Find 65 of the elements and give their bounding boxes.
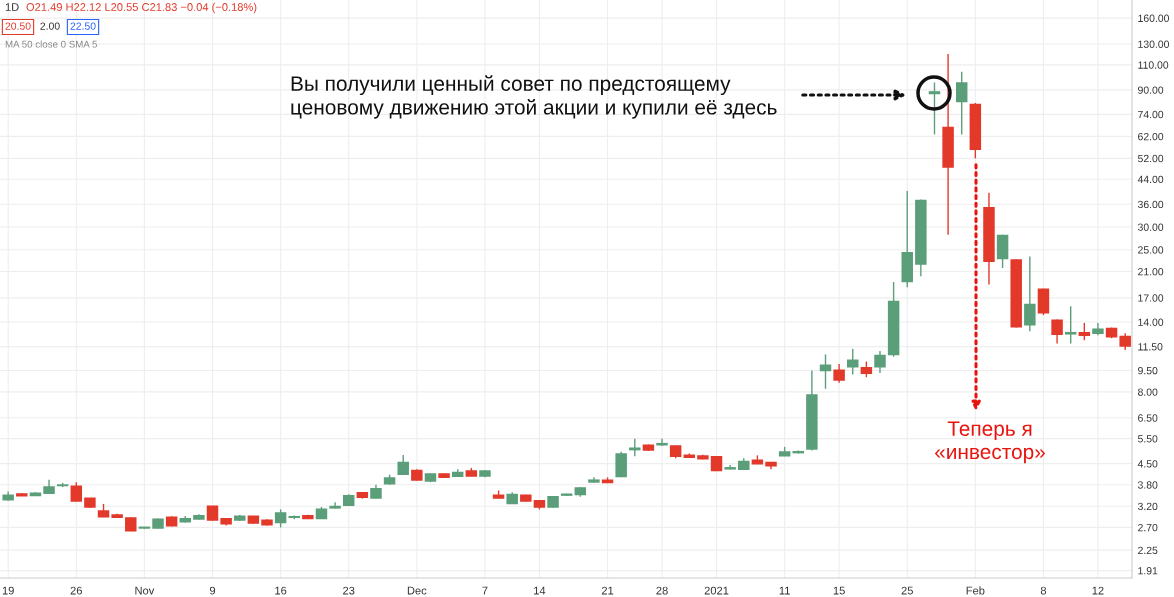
y-tick-label: 6.50 xyxy=(1138,414,1158,422)
y-tick-label: 21.00 xyxy=(1138,267,1164,276)
x-tick-label: 9 xyxy=(209,586,216,595)
y-tick-label: 30.00 xyxy=(1137,223,1164,231)
annotation: Теперь я «инвестор» xyxy=(935,421,1045,464)
y-tick-label: 3.20 xyxy=(1137,502,1158,511)
x-tick-label: 16 xyxy=(275,586,287,595)
y-tick-label: 14.00 xyxy=(1138,318,1164,326)
y-tick-label: 44.00 xyxy=(1137,175,1164,184)
candlestick xyxy=(70,481,83,502)
y-tick-label: 17.00 xyxy=(1138,294,1164,302)
annotation: 1D xyxy=(5,3,19,11)
y-tick-label: 90.00 xyxy=(1138,86,1164,94)
y-tick-label: 25.00 xyxy=(1138,246,1164,254)
x-tick-label: Nov xyxy=(135,586,155,595)
x-tick-label: 15 xyxy=(833,586,845,595)
y-tick-label: 36.00 xyxy=(1137,200,1164,209)
candlestick xyxy=(833,363,845,384)
y-tick-label: 4.50 xyxy=(1137,460,1158,468)
x-tick-label: Feb xyxy=(966,586,985,595)
x-tick-label: 12 xyxy=(1092,586,1104,595)
x-tick-label: 11 xyxy=(779,586,790,595)
y-tick-label: 110.00 xyxy=(1138,61,1169,69)
annotation: MA 50 close 0 SMA 5 xyxy=(5,40,97,48)
annotation: Вы получили ценный совет по предстоящему ценовому движению этой акции и купили её здесь xyxy=(291,75,777,119)
x-tick-label: Dec xyxy=(407,586,427,595)
candlestick xyxy=(955,71,968,136)
y-tick-label: 62.00 xyxy=(1138,132,1164,141)
candlestick xyxy=(996,233,1009,269)
x-tick-label: 21 xyxy=(601,586,614,595)
annotation: 2.00 xyxy=(40,22,60,30)
x-tick-label: 23 xyxy=(343,586,355,595)
y-tick-label: 160.00 xyxy=(1138,14,1170,22)
y-tick-label: 130.00 xyxy=(1138,40,1170,48)
candlestick xyxy=(819,353,832,390)
annotation: O21.49 H22.12 L20.55 C21.83 −0.04 (−0.18%) xyxy=(26,2,257,14)
x-tick-label: 19 xyxy=(2,586,14,595)
x-tick-label: 7 xyxy=(482,586,488,595)
y-tick-label: 3.80 xyxy=(1137,481,1158,489)
x-tick-label: 25 xyxy=(901,586,913,595)
x-tick-label: 2021 xyxy=(704,586,729,595)
y-tick-label: 5.50 xyxy=(1137,435,1158,443)
candlestick xyxy=(1037,287,1050,316)
candlestick xyxy=(1024,255,1036,333)
candlestick xyxy=(397,454,409,476)
y-tick-label: 2.70 xyxy=(1138,523,1158,532)
y-tick-label: 2.25 xyxy=(1138,546,1158,555)
x-tick-label: 26 xyxy=(70,586,82,595)
y-tick-label: 8.00 xyxy=(1138,388,1158,396)
y-tick-label: 1.91 xyxy=(1138,567,1158,575)
x-tick-label: 28 xyxy=(656,586,668,595)
candlestick xyxy=(615,451,627,478)
annotation: 22.50 xyxy=(70,22,96,30)
y-tick-label: 9.50 xyxy=(1138,366,1158,375)
candlestick xyxy=(1051,318,1063,345)
annotation: 20.50 xyxy=(5,22,31,30)
candlestick xyxy=(874,350,886,374)
y-tick-label: 11.50 xyxy=(1138,343,1163,351)
x-tick-label: 8 xyxy=(1040,586,1047,595)
candlestick xyxy=(928,81,941,136)
x-tick-label: 14 xyxy=(534,586,546,595)
y-tick-label: 52.00 xyxy=(1137,154,1164,163)
candlestick xyxy=(274,508,287,529)
y-tick-label: 74.00 xyxy=(1138,110,1164,119)
candlestick xyxy=(1064,305,1077,345)
